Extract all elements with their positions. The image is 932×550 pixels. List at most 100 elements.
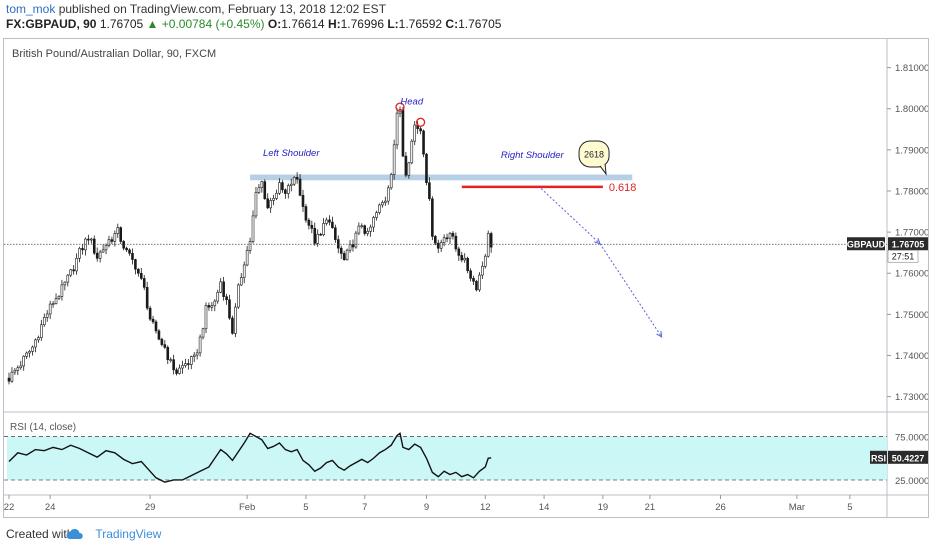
candle-body xyxy=(286,185,290,194)
candle-body xyxy=(351,244,355,248)
price-chart[interactable]: British Pound/Australian Dollar, 90, FXC… xyxy=(4,39,928,517)
candle-body xyxy=(410,140,414,164)
candle-body xyxy=(436,242,440,249)
candle-body xyxy=(339,247,343,254)
candle-body xyxy=(472,278,475,282)
candle-body xyxy=(54,298,58,304)
projection-arrow-1 xyxy=(540,188,601,244)
candle-body xyxy=(28,351,31,354)
chart-frame[interactable]: British Pound/Australian Dollar, 90, FXC… xyxy=(3,38,929,518)
rsi-value-bg xyxy=(888,450,928,464)
x-tick-label: 22 xyxy=(4,502,14,513)
candle-body xyxy=(125,247,128,251)
candle-body xyxy=(419,128,422,132)
y-tick-label: 1.81000 xyxy=(895,63,928,74)
candle-body xyxy=(386,187,390,202)
candle-body xyxy=(328,219,331,223)
x-tick-label: 29 xyxy=(145,502,156,513)
x-tick-label: Feb xyxy=(239,502,255,513)
candle-body xyxy=(272,198,275,201)
candle-body xyxy=(225,296,228,301)
candle-body xyxy=(372,217,375,228)
candle-body xyxy=(483,255,487,267)
candle-body xyxy=(175,369,178,374)
peak-marker xyxy=(415,117,426,127)
y-tick-label: 1.76000 xyxy=(895,269,928,280)
candle-body xyxy=(316,233,320,244)
candle-body xyxy=(98,251,102,259)
candle-body xyxy=(445,237,449,240)
candle-body xyxy=(166,347,170,360)
rsi-tag: RSI xyxy=(871,453,886,463)
candle-body xyxy=(148,307,152,320)
x-tick-label: 9 xyxy=(424,502,429,513)
rsi-tick-label: 75.0000 xyxy=(895,433,928,444)
candle-body xyxy=(210,305,214,308)
candle-body xyxy=(363,225,367,234)
candle-body xyxy=(442,237,446,243)
rsi-title: RSI (14, close) xyxy=(10,422,76,433)
candle-body xyxy=(248,241,252,251)
candles xyxy=(7,106,493,385)
candle-body xyxy=(431,198,434,237)
candle-body xyxy=(460,255,464,261)
candle-body xyxy=(466,257,469,272)
candle-body xyxy=(237,284,240,308)
candle-body xyxy=(307,219,311,226)
candle-body xyxy=(348,244,352,251)
y-tick-label: 1.80000 xyxy=(895,104,928,115)
tradingview-brand[interactable]: TradingView xyxy=(95,527,162,541)
y-tick-label: 1.75000 xyxy=(895,310,928,321)
x-tick-label: 5 xyxy=(847,502,852,513)
x-tick-label: 5 xyxy=(303,502,308,513)
candle-body xyxy=(157,330,161,340)
candle-body xyxy=(381,202,384,206)
x-tick-label: 26 xyxy=(715,502,726,513)
callout-bubble xyxy=(578,140,610,168)
candle-body xyxy=(145,287,149,309)
candle-body xyxy=(201,328,205,338)
candle-body xyxy=(395,112,399,146)
candle-body xyxy=(295,177,299,180)
pattern-annotation: Right Shoulder xyxy=(501,150,565,161)
candle-body xyxy=(407,162,411,176)
candle-body xyxy=(81,248,84,251)
x-tick-label: 7 xyxy=(362,502,367,513)
candle-body xyxy=(213,300,217,307)
candle-body xyxy=(486,233,490,257)
last-price-symbol: GBPAUD xyxy=(847,240,886,250)
candle-body xyxy=(242,264,246,278)
candle-body xyxy=(195,352,199,356)
candle-body xyxy=(92,238,96,254)
candle-body xyxy=(266,198,270,209)
author-link[interactable]: tom_mok xyxy=(6,2,56,16)
candle-body xyxy=(413,124,417,142)
candle-body xyxy=(154,321,158,332)
candle-body xyxy=(110,239,114,242)
candle-body xyxy=(231,317,234,334)
countdown-bg xyxy=(887,249,919,263)
candle-body xyxy=(433,236,437,244)
candle-body xyxy=(187,363,190,365)
created-with-label: Created with xyxy=(6,527,74,541)
ohlc-close: C:1.76705 xyxy=(445,17,502,31)
candle-body xyxy=(160,338,164,345)
candle-body xyxy=(181,365,184,369)
candle-body xyxy=(45,313,49,318)
candle-body xyxy=(192,354,196,357)
candle-body xyxy=(251,215,255,242)
candle-body xyxy=(134,259,137,270)
candle-body xyxy=(334,227,337,240)
candle-body xyxy=(48,303,52,315)
candle-body xyxy=(31,346,34,352)
candle-body xyxy=(366,231,369,234)
candle-body xyxy=(245,250,249,266)
candle-body xyxy=(425,153,428,184)
candle-body xyxy=(228,299,231,319)
candle-body xyxy=(78,248,81,259)
candle-body xyxy=(298,178,302,196)
quote-line: FX:GBPAUD, 90 1.76705 ▲ +0.00784 (+0.45%… xyxy=(6,17,501,31)
candle-body xyxy=(151,318,155,323)
candle-body xyxy=(354,232,358,248)
chart-title: British Pound/Australian Dollar, 90, FXC… xyxy=(12,48,216,60)
